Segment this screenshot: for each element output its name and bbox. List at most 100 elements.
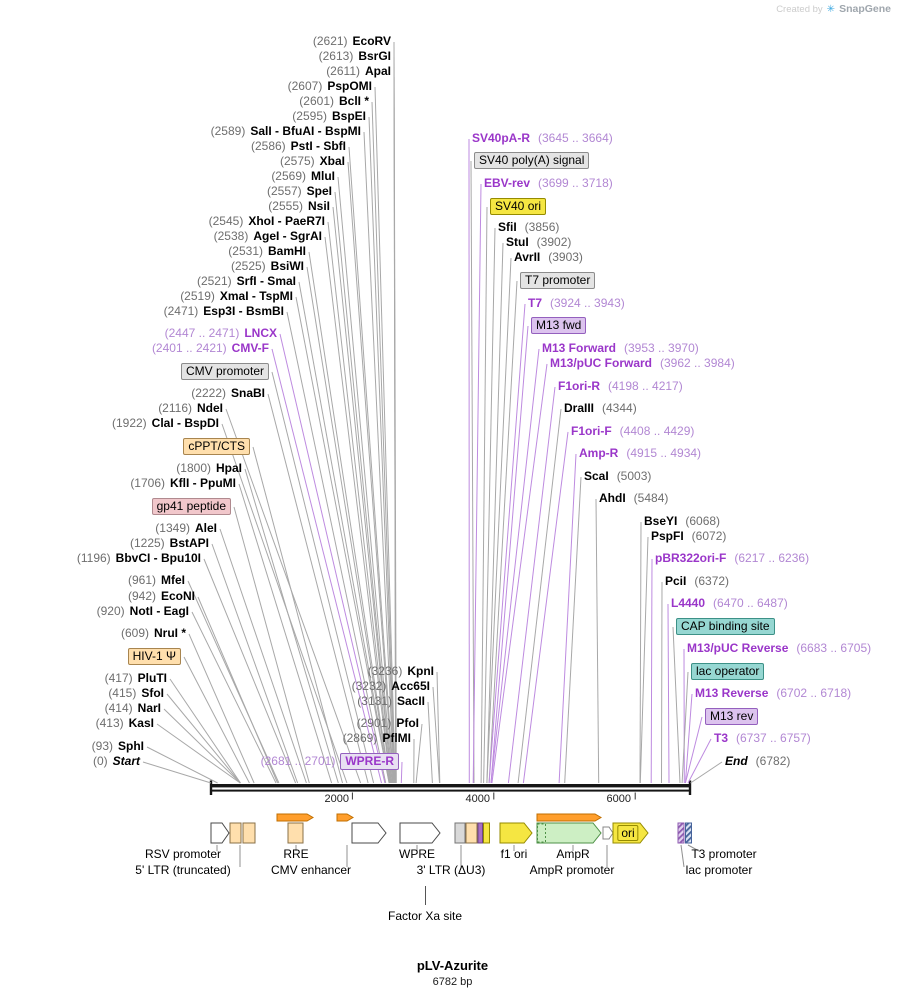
- restriction-site-label: (2607) PspOMI: [288, 79, 372, 94]
- label-name: BbvCI - Bpu10I: [115, 551, 201, 565]
- label-name: EBV-rev: [484, 176, 531, 190]
- primer-label: T7 (3924 .. 3943): [528, 296, 625, 311]
- label-position: (3962 .. 3984): [660, 356, 735, 370]
- map-title-block: pLV-Azurite 6782 bp: [0, 958, 905, 988]
- restriction-site-label: (3232) Acc65I: [352, 679, 430, 694]
- label-position: (920): [96, 604, 125, 618]
- label-name: LNCX: [244, 326, 277, 340]
- label-position: (2613): [318, 49, 354, 63]
- label-name: M13/pUC Forward: [550, 356, 653, 370]
- leader-line: [166, 693, 241, 784]
- feature-leader-line: [680, 844, 685, 868]
- label-name: NsiI: [307, 199, 330, 213]
- restriction-site-label: (2471) Esp3I - BsmBI: [164, 304, 284, 319]
- label-position: (3953 .. 3970): [624, 341, 699, 355]
- label-position: (6470 .. 6487): [713, 596, 788, 610]
- label-name: M13/pUC Reverse: [687, 641, 789, 655]
- label-position: (961): [127, 573, 156, 587]
- feature-name-label: T3 promoter: [691, 847, 757, 861]
- label-name: F1ori-F: [571, 424, 612, 438]
- leader-line: [156, 723, 241, 784]
- label-position: (2557): [266, 184, 302, 198]
- label-name: T3: [714, 731, 729, 745]
- label-name: SrfI - SmaI: [236, 274, 296, 288]
- leader-line: [564, 476, 582, 784]
- primer-label: (2401 .. 2421) CMV-F: [152, 341, 269, 356]
- label-name: ClaI - BspDI: [151, 416, 219, 430]
- label-position: (2607): [287, 79, 323, 93]
- restriction-site-label: (920) NotI - EagI: [97, 604, 189, 619]
- primer-label: F1ori-R (4198 .. 4217): [558, 379, 683, 394]
- label-name: AvrII: [514, 250, 541, 264]
- leader-line: [203, 558, 297, 784]
- restriction-site-label: DraIII (4344): [564, 401, 637, 416]
- leader-line: [187, 580, 280, 784]
- map-end-right: [688, 780, 692, 795]
- feature-name-label: 5' LTR (truncated): [135, 863, 231, 877]
- leader-line: [517, 408, 562, 784]
- label-name: KflI - PpuMI: [170, 476, 236, 490]
- restriction-site-label: (1196) BbvCI - Bpu10I: [77, 551, 201, 566]
- glyph-5ltr-box-1: [229, 822, 242, 844]
- label-name: Acc65I: [391, 679, 430, 693]
- leader-line: [279, 333, 386, 784]
- leader-line: [681, 671, 689, 784]
- glyph-rre-box: [287, 822, 304, 844]
- label-name: Amp-R: [579, 446, 619, 460]
- feature-name-label: ori: [617, 825, 639, 841]
- leader-line: [191, 611, 277, 784]
- label-position: (2471): [163, 304, 199, 318]
- label-position: (6737 .. 6757): [736, 731, 811, 745]
- leader-line: [238, 483, 333, 784]
- label-name: CMV-F: [231, 341, 269, 355]
- restriction-site-label: (1800) HpaI: [176, 461, 242, 476]
- feature-label: CAP binding site: [676, 618, 775, 635]
- primer-label: EBV-rev (3699 .. 3718): [484, 176, 613, 191]
- leader-line: [661, 581, 663, 784]
- plasmid-length: 6782 bp: [432, 976, 473, 988]
- label-position: (3236): [367, 664, 403, 678]
- feature-name-label: RSV promoter: [144, 847, 222, 861]
- leader-line: [472, 183, 482, 784]
- leader-line: [252, 446, 343, 784]
- primer-label: L4440 (6470 .. 6487): [671, 596, 788, 611]
- label-position: (2901): [356, 716, 392, 730]
- leader-line: [332, 206, 393, 784]
- label-position: (1225): [129, 536, 165, 550]
- label-position: (2116): [158, 401, 192, 415]
- leader-line: [690, 761, 723, 784]
- label-position: (942): [127, 589, 156, 603]
- label-position: (4198 .. 4217): [608, 379, 683, 393]
- restriction-site-label: AvrII (3903): [514, 250, 583, 265]
- label-name: CMV promoter: [180, 363, 269, 380]
- leader-line: [672, 626, 681, 784]
- label-name: M13 rev: [705, 708, 759, 725]
- label-name: BspEI: [331, 109, 366, 123]
- primer-label: M13/pUC Reverse (6683 .. 6705): [687, 641, 871, 656]
- label-name: CAP binding site: [676, 618, 775, 635]
- label-name: M13 fwd: [531, 317, 587, 334]
- restriction-site-label: ScaI (5003): [584, 469, 651, 484]
- label-name: PluTI: [137, 671, 167, 685]
- restriction-site-label: (961) MfeI: [128, 573, 185, 588]
- leader-line: [146, 746, 218, 784]
- label-name: lac operator: [691, 663, 765, 680]
- leader-line: [507, 386, 556, 784]
- feature-label: SV40 poly(A) signal: [474, 152, 590, 169]
- restriction-site-label: AhdI (5484): [599, 491, 668, 506]
- label-name: SalI - BfuAI - BspMI: [250, 124, 361, 138]
- leader-line: [650, 558, 653, 784]
- label-position: (6683 .. 6705): [796, 641, 872, 655]
- leader-line: [480, 206, 488, 784]
- label-name: PspOMI: [327, 79, 372, 93]
- label-position: (2519): [180, 289, 215, 303]
- leader-line: [324, 236, 391, 784]
- label-position: (413): [95, 716, 124, 730]
- leader-line: [684, 716, 703, 784]
- glyph-cmv-arrow: [351, 822, 387, 844]
- label-position: (1706): [130, 476, 165, 490]
- label-position: (2595): [292, 109, 327, 123]
- label-position: (2521): [196, 274, 232, 288]
- glyph-ampr-signal-box: [537, 823, 546, 843]
- leader-line: [470, 160, 475, 784]
